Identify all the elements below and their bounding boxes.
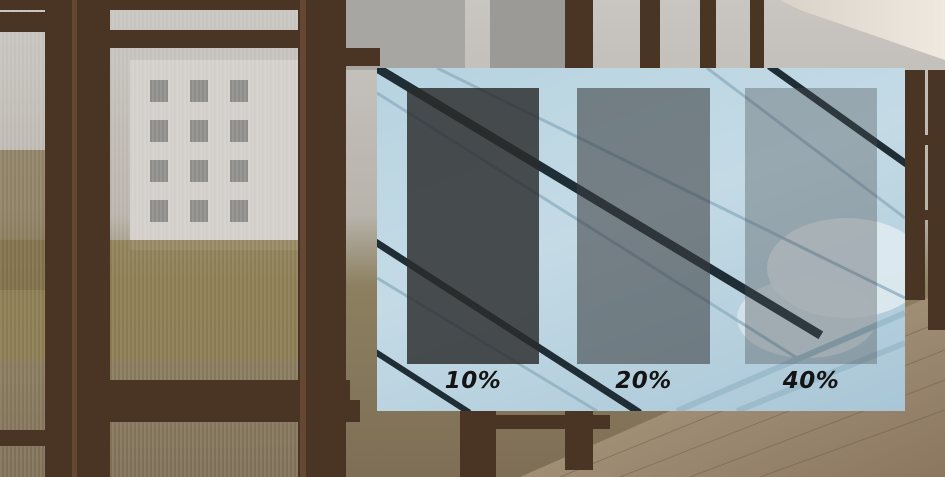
tint-label-40: 40% xyxy=(782,368,840,394)
tint-label-10: 10% xyxy=(444,368,502,394)
tint-label-20: 20% xyxy=(615,368,672,394)
tint-swatch-10 xyxy=(407,88,539,364)
tint-comparison-panel: 10% 20% 40% xyxy=(377,68,905,411)
tint-swatch-20 xyxy=(577,88,710,364)
tint-swatch-40 xyxy=(745,88,877,364)
